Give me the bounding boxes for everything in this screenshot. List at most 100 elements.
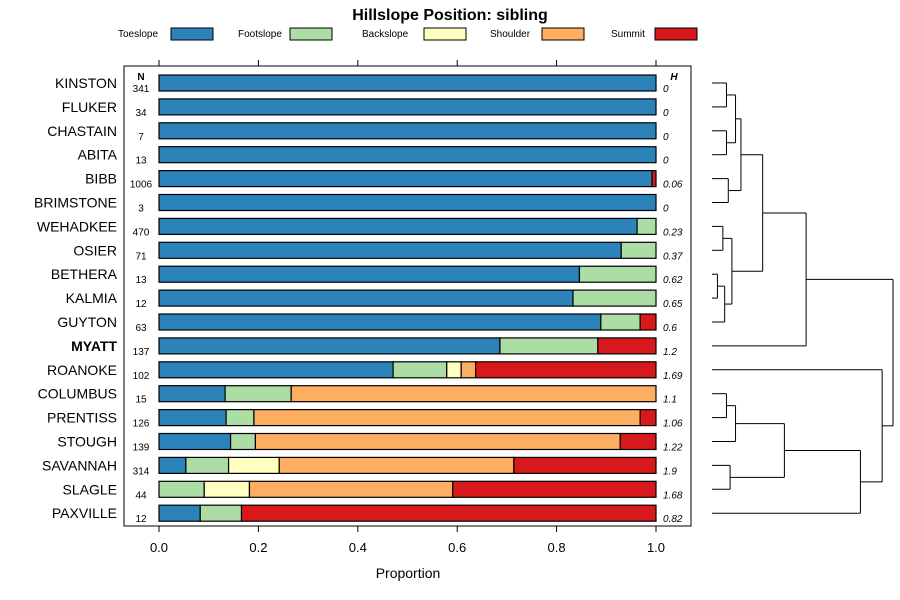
h-value-stough: 1.22 xyxy=(663,443,683,454)
bar-roanoke-toeslope xyxy=(158,361,394,379)
h-value-columbus: 1.1 xyxy=(663,395,677,406)
bar-paxville-footslope xyxy=(199,504,243,522)
legend-label-backslope: Backslope xyxy=(362,29,409,40)
bar-stough-toeslope xyxy=(158,432,232,451)
bar-columbus-footslope xyxy=(224,385,292,403)
n-value-brimstone: 3 xyxy=(138,204,144,215)
h-value-kinston: 0 xyxy=(663,84,669,95)
bar-bethera-footslope xyxy=(578,265,657,283)
n-value-osier: 71 xyxy=(135,251,147,262)
bar-wehadkee-footslope xyxy=(636,217,657,235)
bar-slagle-backslope xyxy=(203,480,251,498)
n-value-stough: 139 xyxy=(133,443,150,454)
h-value-savannah: 1.9 xyxy=(663,466,677,477)
bar-savannah-summit xyxy=(513,456,657,474)
x-axis-title: Proportion xyxy=(376,565,441,581)
legend-label-toeslope: Toeslope xyxy=(118,29,158,40)
h-value-bibb: 0.06 xyxy=(663,180,683,191)
bar-stough-footslope xyxy=(229,432,257,451)
bar-osier-footslope xyxy=(620,241,657,259)
row-label-brimstone: BRIMSTONE xyxy=(34,195,117,211)
bar-roanoke-summit xyxy=(474,361,657,379)
legend-label-shoulder: Shoulder xyxy=(490,29,531,40)
bar-fluker-toeslope xyxy=(158,98,657,116)
h-value-fluker: 0 xyxy=(663,108,669,119)
row-label-paxville: PAXVILLE xyxy=(52,505,117,521)
x-tick-label-5: 1.0 xyxy=(647,540,665,555)
h-value-bethera: 0.62 xyxy=(663,275,683,286)
row-label-bethera: BETHERA xyxy=(51,266,118,282)
h-value-paxville: 0.82 xyxy=(663,514,683,525)
x-tick-label-4: 0.8 xyxy=(548,540,566,555)
bar-prentiss-footslope xyxy=(225,409,255,427)
row-label-osier: OSIER xyxy=(73,242,117,258)
bar-prentiss-shoulder xyxy=(253,409,641,427)
h-value-prentiss: 1.06 xyxy=(663,419,683,430)
bar-roanoke-shoulder xyxy=(460,361,477,379)
h-value-wehadkee: 0.23 xyxy=(663,227,683,238)
bar-prentiss-toeslope xyxy=(158,409,227,427)
row-label-bibb: BIBB xyxy=(85,171,117,187)
bar-paxville-toeslope xyxy=(158,504,201,522)
n-value-slagle: 44 xyxy=(135,490,147,501)
bar-abita-toeslope xyxy=(158,146,657,164)
row-label-savannah: SAVANNAH xyxy=(42,457,117,473)
bar-kalmia-toeslope xyxy=(158,289,574,307)
bar-paxville-summit xyxy=(240,504,657,522)
h-value-chastain: 0 xyxy=(663,132,669,143)
bar-savannah-backslope xyxy=(227,456,280,474)
bar-stough-summit xyxy=(619,432,657,451)
bar-wehadkee-toeslope xyxy=(158,217,638,235)
n-value-kalmia: 12 xyxy=(135,299,147,310)
n-value-myatt: 137 xyxy=(133,347,150,358)
bar-roanoke-footslope xyxy=(392,361,448,379)
row-label-chastain: CHASTAIN xyxy=(47,123,117,139)
n-value-roanoke: 102 xyxy=(133,371,150,382)
row-label-roanoke: ROANOKE xyxy=(47,362,117,378)
n-value-fluker: 34 xyxy=(135,108,147,119)
x-tick-label-2: 0.4 xyxy=(349,540,367,555)
n-value-guyton: 63 xyxy=(135,323,147,334)
bar-prentiss-summit xyxy=(639,409,657,427)
row-label-abita: ABITA xyxy=(78,147,118,163)
h-value-abita: 0 xyxy=(663,156,669,167)
legend-label-footslope: Footslope xyxy=(238,29,282,40)
legend-swatch-backslope xyxy=(423,27,467,41)
row-label-wehadkee: WEHADKEE xyxy=(37,218,117,234)
n-value-savannah: 314 xyxy=(133,466,150,477)
h-value-myatt: 1.2 xyxy=(663,347,677,358)
h-column-header: H xyxy=(670,72,678,83)
bars-layer: N H KINSTON 341 0 FLUKER 34 0 CHASTAIN 7 0 ABITA 13 0… xyxy=(34,72,683,525)
bar-bibb-toeslope xyxy=(158,170,653,188)
legend-swatch-shoulder xyxy=(541,27,585,41)
x-tick-label-0: 0.0 xyxy=(150,540,168,555)
row-label-kinston: KINSTON xyxy=(55,75,117,91)
h-value-slagle: 1.68 xyxy=(663,490,683,501)
bar-columbus-shoulder xyxy=(290,385,657,403)
x-axis: 0.0 0.2 0.4 0.6 0.8 1.0 xyxy=(150,60,665,555)
bar-guyton-summit xyxy=(639,313,657,331)
h-value-roanoke: 1.69 xyxy=(663,371,683,382)
n-value-paxville: 12 xyxy=(135,514,147,525)
n-value-bethera: 13 xyxy=(135,275,147,286)
bar-myatt-toeslope xyxy=(158,337,501,355)
n-value-abita: 13 xyxy=(135,156,147,167)
n-value-prentiss: 126 xyxy=(133,419,150,430)
n-value-columbus: 15 xyxy=(135,395,147,406)
bar-roanoke-backslope xyxy=(446,361,462,379)
n-column-header: N xyxy=(137,72,144,83)
row-label-columbus: COLUMBUS xyxy=(38,386,117,402)
legend-swatch-summit xyxy=(654,27,698,41)
legend-swatch-toeslope xyxy=(170,27,214,41)
row-label-myatt: MYATT xyxy=(71,338,117,354)
chart-title: Hillslope Position: sibling xyxy=(352,7,548,24)
n-value-chastain: 7 xyxy=(138,132,144,143)
row-label-kalmia: KALMIA xyxy=(66,290,118,306)
bar-kalmia-footslope xyxy=(572,289,657,307)
bar-slagle-summit xyxy=(452,480,657,498)
x-tick-label-1: 0.2 xyxy=(249,540,267,555)
bar-slagle-shoulder xyxy=(248,480,454,498)
n-value-wehadkee: 470 xyxy=(133,227,150,238)
plot-panel xyxy=(123,65,692,527)
